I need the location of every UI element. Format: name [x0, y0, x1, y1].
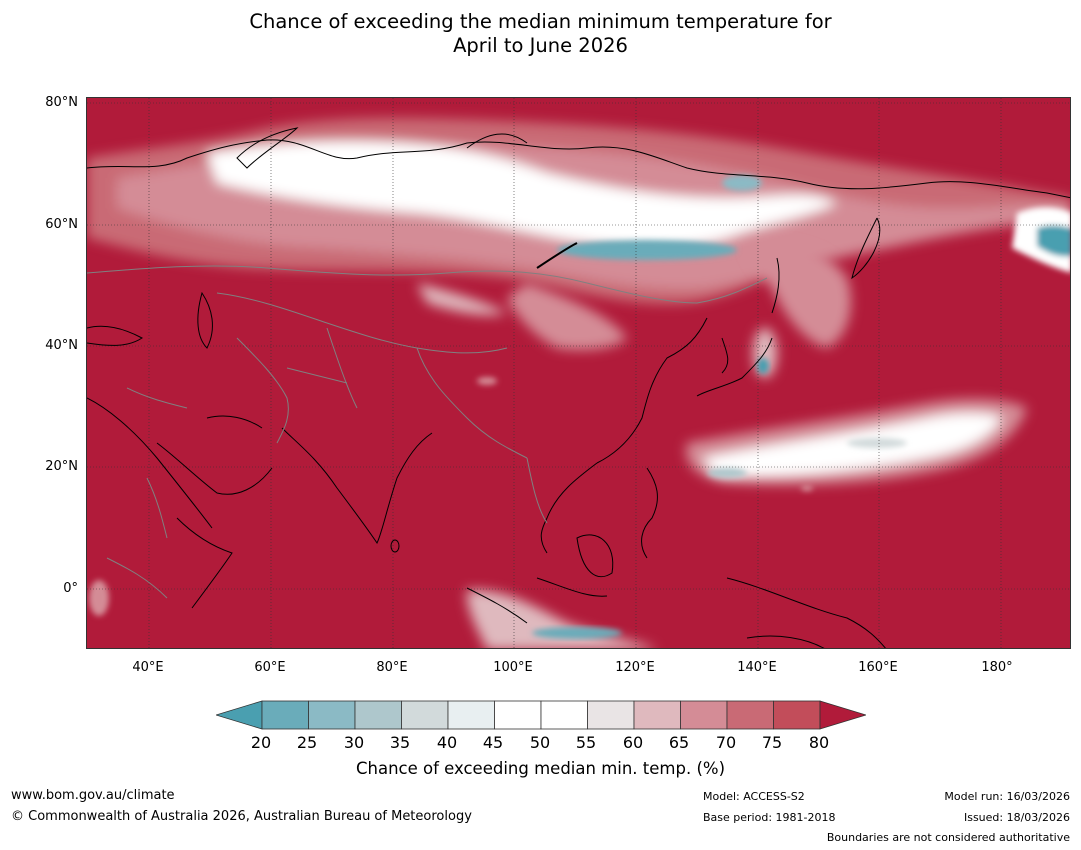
colorbar-under-arrow — [214, 700, 263, 730]
lon-label-180: 180° — [981, 660, 1013, 675]
lon-label-140e: 140°E — [737, 660, 777, 675]
lat-label-20n: 20°N — [45, 459, 78, 474]
colorbar-cell — [726, 700, 774, 730]
pacific-teal-streaks — [707, 438, 907, 478]
lon-label-100e: 100°E — [493, 660, 533, 675]
footer-copyright: © Commonwealth of Australia 2026, Austra… — [11, 809, 472, 824]
colorbar-cell — [308, 700, 356, 730]
map-title: Chance of exceeding the median minimum t… — [0, 10, 1081, 58]
lat-label-80n: 80°N — [45, 95, 78, 110]
colorbar-tick-35: 35 — [389, 733, 411, 752]
colorbar-cell — [633, 700, 681, 730]
forecast-map — [86, 97, 1071, 649]
colorbar-tick-40: 40 — [436, 733, 458, 752]
colorbar-label: Chance of exceeding median min. temp. (%… — [355, 759, 726, 778]
lon-label-160e: 160°E — [858, 660, 898, 675]
central-asia-anomaly — [417, 283, 627, 350]
siberia-teal-patch — [557, 175, 762, 260]
lon-label-60e: 60°E — [254, 660, 286, 675]
colorbar-cell — [494, 700, 542, 730]
footer-website: www.bom.gov.au/climate — [11, 788, 175, 803]
colorbar-tick-25: 25 — [296, 733, 318, 752]
footer-base-period: Base period: 1981-2018 — [703, 811, 836, 824]
dateline-teal-patch — [1012, 207, 1070, 273]
colorbar-svg — [214, 700, 868, 730]
footer-issued: Issued: 18/03/2026 — [963, 811, 1070, 824]
colorbar-tick-20: 20 — [250, 733, 272, 752]
colorbar-tick-80: 80 — [808, 733, 830, 752]
colorbar-tick-75: 75 — [761, 733, 783, 752]
lon-label-40e: 40°E — [132, 660, 164, 675]
siberia-anomaly-region — [87, 118, 1070, 304]
lat-label-60n: 60°N — [45, 217, 78, 232]
map-title-line-2: April to June 2026 — [453, 34, 628, 57]
lat-label-40n: 40°N — [45, 338, 78, 353]
graticule — [87, 98, 1070, 648]
colorbar-cell — [680, 700, 728, 730]
colorbar-over-arrow — [819, 700, 868, 730]
coastlines — [87, 127, 1070, 648]
footer-model-run: Model run: 16/03/2026 — [944, 790, 1070, 803]
indonesia-teal-patch — [532, 627, 622, 639]
colorbar-tick-30: 30 — [343, 733, 365, 752]
colorbar-tick-45: 45 — [482, 733, 504, 752]
lat-label-0: 0° — [63, 581, 78, 596]
japan-teal-spot — [757, 358, 769, 374]
colorbar-cell — [447, 700, 495, 730]
forecast-map-svg — [87, 98, 1070, 648]
colorbar — [214, 700, 868, 732]
map-title-line-1: Chance of exceeding the median minimum t… — [249, 10, 832, 33]
footer-model: Model: ACCESS-S2 — [703, 790, 805, 803]
colorbar-tick-55: 55 — [575, 733, 597, 752]
footer-disclaimer: Boundaries are not considered authoritat… — [826, 831, 1070, 844]
indonesia-anomaly — [466, 589, 654, 648]
colorbar-tick-50: 50 — [529, 733, 551, 752]
country-borders — [87, 265, 768, 599]
colorbar-tick-65: 65 — [668, 733, 690, 752]
lon-label-80e: 80°E — [376, 660, 408, 675]
colorbar-cell — [261, 700, 309, 730]
colorbar-cell — [587, 700, 635, 730]
colorbar-cell — [401, 700, 449, 730]
colorbar-tick-70: 70 — [715, 733, 737, 752]
colorbar-cell — [354, 700, 402, 730]
colorbar-cells — [261, 700, 821, 730]
lon-label-120e: 120°E — [615, 660, 655, 675]
colorbar-cell — [773, 700, 821, 730]
colorbar-cell — [540, 700, 588, 730]
colorbar-tick-60: 60 — [622, 733, 644, 752]
